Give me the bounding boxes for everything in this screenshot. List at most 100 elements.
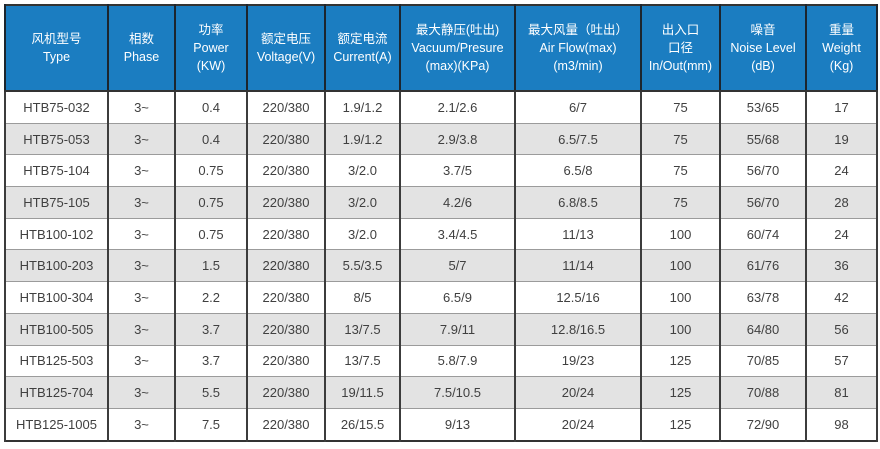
table-cell-power: 0.75 [174, 217, 248, 251]
table-cell-noise: 61/76 [719, 249, 807, 283]
table-cell-weight: 57 [805, 344, 878, 378]
table-cell-vacuum: 2.9/3.8 [399, 122, 516, 156]
table-row: HTB75-104 3~ 0.75 220/380 3/2.0 3.7/5 6.5/8 75 5… [4, 154, 878, 188]
table-cell-noise: 55/68 [719, 122, 807, 156]
table-cell-voltage: 220/380 [246, 186, 326, 219]
table-cell-current: 1.9/1.2 [324, 122, 401, 156]
table-cell-current: 5.5/3.5 [324, 249, 401, 283]
table-cell-vacuum: 4.2/6 [399, 186, 516, 219]
table-cell-phase: 3~ [107, 217, 176, 251]
table-cell-power: 0.75 [174, 154, 248, 188]
table-cell-phase: 3~ [107, 249, 176, 283]
table-cell-weight: 17 [805, 90, 878, 124]
table-cell-voltage: 220/380 [246, 122, 326, 156]
table-cell-power: 5.5 [174, 376, 248, 409]
table-cell-inout: 125 [640, 407, 721, 442]
table-cell-weight: 24 [805, 217, 878, 251]
table-cell-voltage: 220/380 [246, 217, 326, 251]
table-cell-noise: 56/70 [719, 154, 807, 188]
table-cell-vacuum: 3.7/5 [399, 154, 516, 188]
header-cell-noise: 噪音 Noise Level (dB) [719, 5, 807, 92]
table-cell-current: 19/11.5 [324, 376, 401, 409]
table-cell-vacuum: 3.4/4.5 [399, 217, 516, 251]
table-header: 风机型号 Type 相数 Phase 功率 Power (KW) 额定电压 Vo… [4, 5, 878, 92]
table-cell-current: 1.9/1.2 [324, 90, 401, 124]
table-cell-vacuum: 2.1/2.6 [399, 90, 516, 124]
table-cell-vacuum: 6.5/9 [399, 281, 516, 314]
table-cell-voltage: 220/380 [246, 407, 326, 442]
specs-table: 风机型号 Type 相数 Phase 功率 Power (KW) 额定电压 Vo… [4, 4, 878, 442]
header-cell-phase: 相数 Phase [107, 5, 176, 92]
table-cell-airflow: 11/13 [514, 217, 642, 251]
table-cell-phase: 3~ [107, 281, 176, 314]
header-cell-voltage: 额定电压 Voltage(V) [246, 5, 326, 92]
table-cell-noise: 70/85 [719, 344, 807, 378]
table-cell-airflow: 6/7 [514, 90, 642, 124]
table-row: HTB100-102 3~ 0.75 220/380 3/2.0 3.4/4.5 11/13… [4, 217, 878, 251]
table-cell-noise: 56/70 [719, 186, 807, 219]
table-cell-phase: 3~ [107, 90, 176, 124]
table-cell-type: HTB125-503 [4, 344, 109, 378]
table-cell-airflow: 6.5/7.5 [514, 122, 642, 156]
table-cell-inout: 125 [640, 376, 721, 409]
table-cell-vacuum: 7.5/10.5 [399, 376, 516, 409]
table-cell-inout: 125 [640, 344, 721, 378]
header-cell-weight: 重量 Weight (Kg) [805, 5, 878, 92]
table-cell-inout: 100 [640, 217, 721, 251]
table-row: HTB100-203 3~ 1.5 220/380 5.5/3.5 5/7 11/14 100… [4, 249, 878, 283]
table-cell-voltage: 220/380 [246, 154, 326, 188]
table-cell-type: HTB100-203 [4, 249, 109, 283]
table-cell-vacuum: 9/13 [399, 407, 516, 442]
table-cell-vacuum: 5.8/7.9 [399, 344, 516, 378]
table-cell-voltage: 220/380 [246, 249, 326, 283]
table-cell-phase: 3~ [107, 122, 176, 156]
header-cell-current: 额定电流 Current(A) [324, 5, 401, 92]
table-cell-phase: 3~ [107, 376, 176, 409]
table-cell-phase: 3~ [107, 407, 176, 442]
table-cell-weight: 81 [805, 376, 878, 409]
table-cell-phase: 3~ [107, 312, 176, 346]
table-cell-type: HTB75-104 [4, 154, 109, 188]
table-cell-phase: 3~ [107, 186, 176, 219]
table-cell-current: 3/2.0 [324, 154, 401, 188]
table-cell-type: HTB125-704 [4, 376, 109, 409]
table-cell-airflow: 11/14 [514, 249, 642, 283]
table-cell-inout: 75 [640, 90, 721, 124]
table-cell-current: 3/2.0 [324, 217, 401, 251]
table-row: HTB100-304 3~ 2.2 220/380 8/5 6.5/9 12.5/16 100… [4, 281, 878, 314]
table-cell-weight: 36 [805, 249, 878, 283]
table-body: HTB75-032 3~ 0.4 220/380 1.9/1.2 2.1/2.6 6/7 75… [4, 90, 878, 442]
table-cell-type: HTB75-053 [4, 122, 109, 156]
header-row: 风机型号 Type 相数 Phase 功率 Power (KW) 额定电压 Vo… [4, 5, 878, 92]
table-cell-phase: 3~ [107, 344, 176, 378]
header-cell-type: 风机型号 Type [4, 5, 109, 92]
table-cell-voltage: 220/380 [246, 90, 326, 124]
table-cell-noise: 60/74 [719, 217, 807, 251]
table-cell-power: 0.4 [174, 122, 248, 156]
table-cell-power: 3.7 [174, 344, 248, 378]
table-cell-airflow: 12.8/16.5 [514, 312, 642, 346]
table-row: HTB75-105 3~ 0.75 220/380 3/2.0 4.2/6 6.8/8.5 7… [4, 186, 878, 219]
table-cell-weight: 42 [805, 281, 878, 314]
table-cell-noise: 70/88 [719, 376, 807, 409]
table-cell-voltage: 220/380 [246, 281, 326, 314]
table-cell-type: HTB125-1005 [4, 407, 109, 442]
table-row: HTB75-032 3~ 0.4 220/380 1.9/1.2 2.1/2.6 6/7 75… [4, 90, 878, 124]
table-cell-current: 13/7.5 [324, 312, 401, 346]
table-cell-noise: 72/90 [719, 407, 807, 442]
table-row: HTB125-1005 3~ 7.5 220/380 26/15.5 9/13 20/24 1… [4, 407, 878, 442]
table-cell-type: HTB100-505 [4, 312, 109, 346]
table-cell-weight: 19 [805, 122, 878, 156]
table-cell-power: 1.5 [174, 249, 248, 283]
table-cell-weight: 24 [805, 154, 878, 188]
table-cell-noise: 63/78 [719, 281, 807, 314]
table-cell-power: 7.5 [174, 407, 248, 442]
table-cell-inout: 75 [640, 186, 721, 219]
table-row: HTB125-503 3~ 3.7 220/380 13/7.5 5.8/7.9 19/23… [4, 344, 878, 378]
header-cell-vacuum: 最大静压(吐出) Vacuum/Presure (max)(KPa) [399, 5, 516, 92]
table-cell-weight: 28 [805, 186, 878, 219]
table-cell-voltage: 220/380 [246, 344, 326, 378]
table-cell-weight: 56 [805, 312, 878, 346]
table-row: HTB75-053 3~ 0.4 220/380 1.9/1.2 2.9/3.8 6.5/7… [4, 122, 878, 156]
